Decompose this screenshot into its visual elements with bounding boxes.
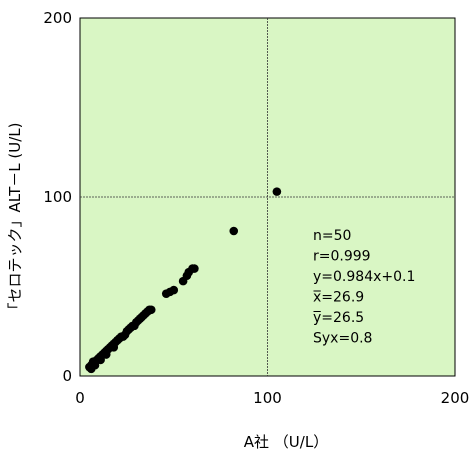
data-point <box>90 360 100 370</box>
x-axis-label: A社 （U/L） <box>244 433 328 451</box>
data-point <box>229 226 239 236</box>
y-tick-label: 100 <box>43 188 72 206</box>
data-points <box>85 187 282 374</box>
data-point <box>101 350 111 359</box>
stats-line: y=0.984x+0.1 <box>313 269 415 285</box>
y-tick-label: 200 <box>43 9 72 27</box>
data-point <box>190 264 199 273</box>
data-point <box>109 343 119 352</box>
data-point <box>169 285 179 295</box>
x-tick-label: 100 <box>253 389 282 407</box>
y-tick-label: 0 <box>62 367 72 385</box>
y-axis-label: 「セロテック」ALT－L (U/L) <box>6 123 24 318</box>
stats-line: y̅=26.5 <box>313 310 365 326</box>
data-point <box>272 187 282 196</box>
x-tick-label: 200 <box>441 389 470 407</box>
stats-line: Syx=0.8 <box>313 331 372 347</box>
stats-line: x̅=26.9 <box>313 290 365 306</box>
data-point <box>96 355 105 365</box>
data-point <box>118 332 128 341</box>
stats-box: n=50 r=0.999 y=0.984x+0.1 x̅=26.9 y̅=26.5 Syx… <box>313 228 416 347</box>
x-tick-label: 0 <box>75 389 85 407</box>
tick-labels: 0 100 200 0 100 200 <box>43 9 469 407</box>
data-point <box>146 305 156 315</box>
stats-line: r=0.999 <box>313 249 371 265</box>
stats-line: n=50 <box>313 228 351 244</box>
